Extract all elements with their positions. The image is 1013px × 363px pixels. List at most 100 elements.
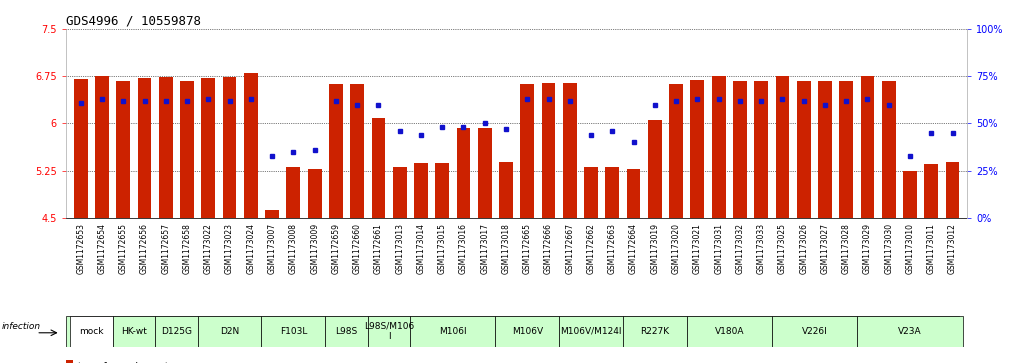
Bar xyxy=(478,128,491,218)
Text: GSM1172655: GSM1172655 xyxy=(119,223,128,274)
Bar xyxy=(116,81,130,218)
Bar xyxy=(70,316,112,347)
Bar xyxy=(325,316,368,347)
Text: GSM1173024: GSM1173024 xyxy=(246,223,255,274)
Text: GSM1173021: GSM1173021 xyxy=(693,223,702,274)
Text: GSM1172664: GSM1172664 xyxy=(629,223,638,274)
Bar xyxy=(924,164,938,218)
Bar xyxy=(74,79,88,218)
Bar xyxy=(904,171,917,218)
Bar xyxy=(772,316,857,347)
Text: GSM1172659: GSM1172659 xyxy=(331,223,340,274)
Bar xyxy=(797,81,810,218)
Text: mock: mock xyxy=(79,327,103,336)
Text: GSM1173008: GSM1173008 xyxy=(289,223,298,274)
Text: GSM1172665: GSM1172665 xyxy=(523,223,532,274)
Text: GSM1173014: GSM1173014 xyxy=(416,223,425,274)
Text: L98S/M106
I: L98S/M106 I xyxy=(364,322,414,341)
Text: GSM1173009: GSM1173009 xyxy=(310,223,319,274)
Text: GSM1173030: GSM1173030 xyxy=(884,223,893,274)
Text: GSM1173025: GSM1173025 xyxy=(778,223,787,274)
Text: F103L: F103L xyxy=(280,327,307,336)
Bar xyxy=(623,316,687,347)
Text: GSM1173027: GSM1173027 xyxy=(821,223,830,274)
Bar xyxy=(372,118,385,218)
Bar xyxy=(261,316,325,347)
Text: GSM1173011: GSM1173011 xyxy=(927,223,936,274)
Text: GDS4996 / 10559878: GDS4996 / 10559878 xyxy=(66,15,201,28)
Text: GSM1173023: GSM1173023 xyxy=(225,223,234,274)
Text: GSM1172661: GSM1172661 xyxy=(374,223,383,274)
Bar xyxy=(819,81,832,218)
Text: GSM1172667: GSM1172667 xyxy=(565,223,574,274)
Text: infection: infection xyxy=(1,322,41,331)
Bar xyxy=(308,169,321,218)
Text: transformed count: transformed count xyxy=(78,362,169,363)
Text: D125G: D125G xyxy=(161,327,191,336)
Bar xyxy=(882,81,895,218)
Bar xyxy=(138,78,151,218)
Bar xyxy=(436,163,449,218)
Bar xyxy=(414,163,427,218)
Text: GSM1173032: GSM1173032 xyxy=(735,223,745,274)
Text: GSM1173031: GSM1173031 xyxy=(714,223,723,274)
Text: GSM1173010: GSM1173010 xyxy=(906,223,915,274)
Text: V226I: V226I xyxy=(801,327,828,336)
Bar xyxy=(733,81,747,218)
Bar xyxy=(755,81,768,218)
Text: GSM1172653: GSM1172653 xyxy=(76,223,85,274)
Text: GSM1173013: GSM1173013 xyxy=(395,223,404,274)
Bar xyxy=(95,76,109,218)
Text: L98S: L98S xyxy=(335,327,358,336)
Bar xyxy=(627,169,640,218)
Text: GSM1173033: GSM1173033 xyxy=(757,223,766,274)
Bar xyxy=(861,76,874,218)
Text: GSM1173015: GSM1173015 xyxy=(438,223,447,274)
Bar xyxy=(840,81,853,218)
Text: GSM1172663: GSM1172663 xyxy=(608,223,617,274)
Text: GSM1172662: GSM1172662 xyxy=(587,223,596,274)
Bar xyxy=(329,84,342,218)
Bar xyxy=(155,316,198,347)
Text: R227K: R227K xyxy=(640,327,670,336)
Bar xyxy=(350,85,364,218)
Bar xyxy=(499,162,513,218)
Bar xyxy=(606,167,619,218)
Text: GSM1172666: GSM1172666 xyxy=(544,223,553,274)
Bar xyxy=(244,73,257,218)
Bar xyxy=(648,120,661,218)
Text: V23A: V23A xyxy=(899,327,922,336)
Bar xyxy=(542,83,555,218)
Bar xyxy=(691,80,704,218)
Bar xyxy=(202,78,215,218)
Bar xyxy=(180,81,193,218)
Bar xyxy=(712,76,725,218)
Text: GSM1173019: GSM1173019 xyxy=(650,223,659,274)
Bar xyxy=(368,316,410,347)
Text: GSM1173022: GSM1173022 xyxy=(204,223,213,274)
Text: HK-wt: HK-wt xyxy=(121,327,147,336)
Bar xyxy=(585,167,598,218)
Text: GSM1173028: GSM1173028 xyxy=(842,223,851,274)
Bar xyxy=(159,77,172,218)
Bar xyxy=(198,316,261,347)
Bar xyxy=(287,167,300,218)
Bar xyxy=(457,129,470,218)
Text: GSM1173020: GSM1173020 xyxy=(672,223,681,274)
Bar xyxy=(495,316,559,347)
Text: GSM1172660: GSM1172660 xyxy=(353,223,362,274)
Bar xyxy=(521,84,534,218)
Bar xyxy=(265,210,279,218)
Text: GSM1173017: GSM1173017 xyxy=(480,223,489,274)
Text: M106V/M124I: M106V/M124I xyxy=(560,327,622,336)
Bar xyxy=(223,77,236,218)
Bar xyxy=(670,84,683,218)
Text: GSM1172654: GSM1172654 xyxy=(97,223,106,274)
Text: GSM1173012: GSM1173012 xyxy=(948,223,957,274)
Bar xyxy=(393,167,406,218)
Bar xyxy=(776,76,789,218)
Text: GSM1173016: GSM1173016 xyxy=(459,223,468,274)
Bar xyxy=(112,316,155,347)
Text: GSM1172656: GSM1172656 xyxy=(140,223,149,274)
Text: GSM1173029: GSM1173029 xyxy=(863,223,872,274)
